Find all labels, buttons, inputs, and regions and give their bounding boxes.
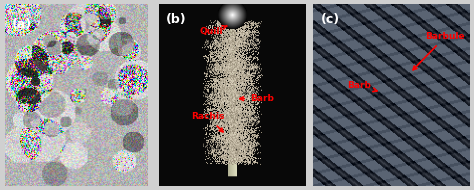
Text: (b): (b) — [166, 13, 187, 26]
Text: Barbule: Barbule — [413, 32, 465, 70]
Text: Quill: Quill — [200, 26, 227, 36]
Text: Barb: Barb — [347, 81, 377, 92]
Text: (c): (c) — [321, 13, 340, 26]
Text: Rachis: Rachis — [191, 112, 225, 132]
Text: (a): (a) — [12, 18, 32, 31]
Text: Barb: Barb — [240, 94, 274, 103]
